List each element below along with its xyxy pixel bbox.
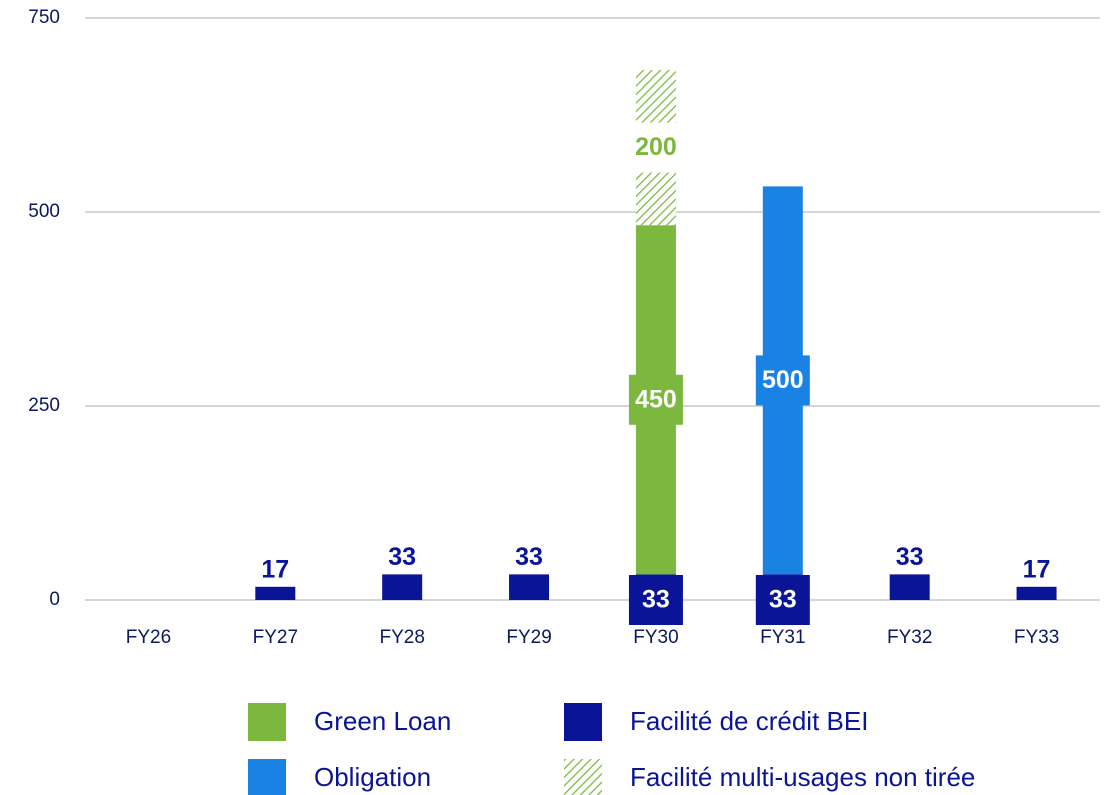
bar-segment [889,574,930,600]
value-label: 17 [1023,555,1051,583]
bar-segment [1016,586,1057,600]
x-tick-label: FY31 [760,627,805,648]
y-tick-label: 500 [28,201,60,222]
value-label-box [628,575,683,625]
legend-label: Green Loan [314,706,451,736]
x-tick-label: FY26 [126,627,171,648]
value-label: 17 [261,555,289,583]
value-label: 33 [769,586,797,614]
value-label: 200 [635,133,677,161]
x-tick-label: FY30 [633,627,678,648]
legend-swatch [248,759,286,795]
x-tick-label: FY33 [1014,627,1059,648]
bar-segment [255,586,296,600]
legend-swatch [564,703,602,741]
legend-label: Obligation [314,762,431,792]
x-tick-label: FY28 [379,627,424,648]
y-tick-label: 250 [28,395,60,416]
value-label-box [755,355,810,406]
value-label: 33 [896,543,924,571]
legend-swatch [564,759,602,795]
value-label: 33 [642,586,670,614]
y-tick-label: 0 [49,589,60,610]
value-label: 33 [388,543,416,571]
x-tick-label: FY27 [253,627,298,648]
x-tick-label: FY32 [887,627,932,648]
legend-swatch [248,703,286,741]
bar-segment [509,574,550,600]
legend-label: Facilité de crédit BEI [630,706,868,736]
bar-segment [382,574,423,600]
y-tick-label: 750 [28,7,60,28]
value-label-box [755,575,810,625]
value-label: 500 [762,366,804,394]
value-label: 33 [515,543,543,571]
x-tick-label: FY29 [506,627,551,648]
legend-label: Facilité multi-usages non tirée [630,762,975,792]
value-label-box [628,122,683,173]
value-label: 450 [635,385,677,413]
value-label-box [628,374,683,425]
